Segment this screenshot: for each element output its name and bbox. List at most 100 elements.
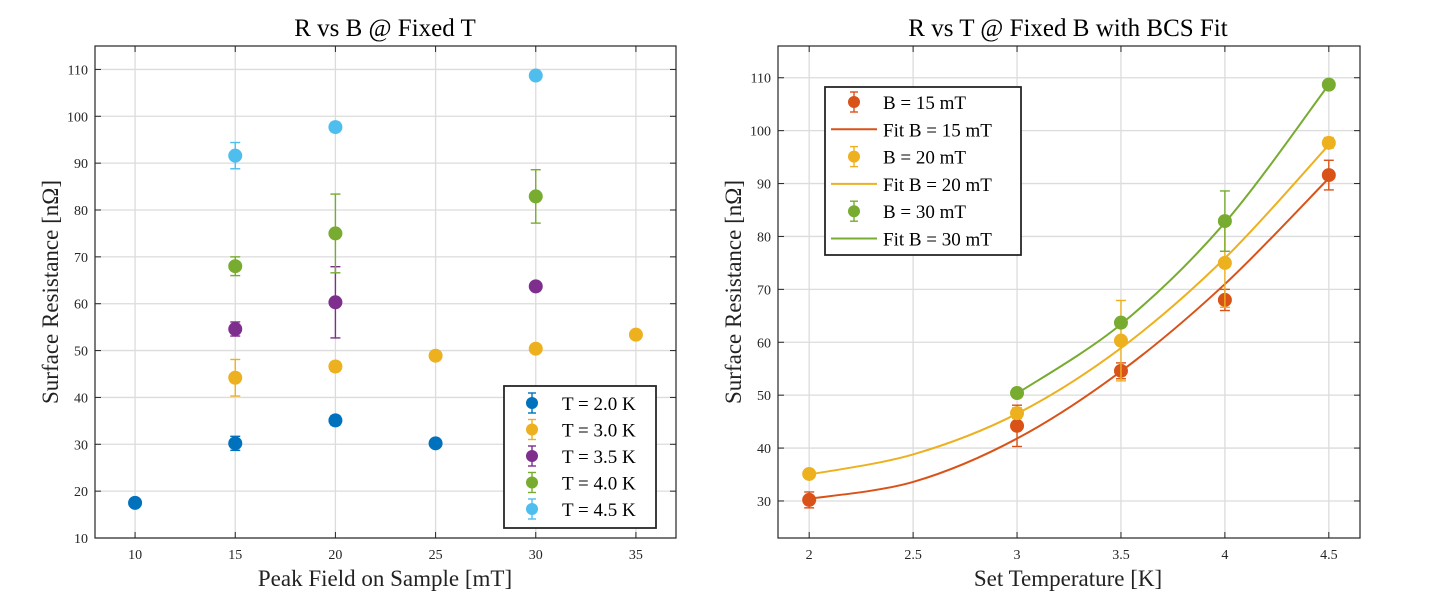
x-tick-label: 35 — [629, 548, 643, 563]
data-point — [328, 295, 343, 310]
data-series — [228, 265, 543, 339]
chart-right-title: R vs T @ Fixed B with BCS Fit — [908, 15, 1227, 42]
legend-point — [526, 476, 538, 489]
chart-left-ylabel: Surface Resistance [nΩ] — [38, 180, 63, 404]
y-tick-label: 10 — [74, 532, 88, 547]
data-point — [128, 495, 143, 510]
y-tick-label: 70 — [74, 251, 88, 266]
data-point — [228, 322, 243, 337]
legend-label: B = 20 mT — [883, 148, 966, 169]
x-tick-label: 20 — [328, 548, 342, 563]
data-series — [228, 68, 543, 170]
legend-label: T = 4.0 K — [562, 474, 636, 495]
y-tick-label: 90 — [74, 157, 88, 172]
data-series — [228, 169, 543, 277]
chart-left-legend: T = 2.0 K T = 3.0 K T = 3.5 K T = 4.0 K T = … — [503, 385, 657, 529]
legend-label: T = 4.5 K — [562, 500, 636, 521]
x-tick-label: 25 — [429, 548, 443, 563]
legend-label: T = 3.5 K — [562, 447, 636, 468]
data-series — [228, 327, 643, 397]
y-tick-label: 50 — [74, 345, 88, 360]
legend-point — [526, 450, 538, 462]
legend-label: B = 30 mT — [883, 202, 966, 223]
y-tick-label: 100 — [67, 110, 88, 125]
data-point — [228, 148, 243, 163]
x-tick-label: 2.5 — [904, 548, 922, 563]
y-tick-label: 20 — [74, 485, 88, 500]
legend-point — [526, 397, 538, 409]
legend-label: T = 3.0 K — [562, 421, 636, 442]
y-tick-label: 110 — [751, 72, 771, 87]
data-point — [802, 492, 817, 507]
y-tick-label: 40 — [74, 391, 88, 406]
data-point — [1010, 406, 1025, 421]
legend-marker — [526, 471, 538, 494]
chart-left: R vs B @ Fixed T 10 15 20 25 30 35 10 20 30 40 50 6… — [38, 15, 677, 591]
legend-marker — [526, 445, 538, 467]
legend-point — [526, 503, 538, 515]
data-point — [328, 120, 343, 135]
chart-right-series — [802, 77, 1336, 509]
chart-left-series — [128, 68, 643, 510]
y-tick-label: 80 — [74, 204, 88, 219]
x-tick-label: 15 — [228, 548, 242, 563]
legend-point — [848, 205, 860, 218]
y-tick-label: 50 — [757, 389, 771, 404]
chart-left-xlabel: Peak Field on Sample [mT] — [258, 566, 512, 591]
chart-right-ylabel: Surface Resistance [nΩ] — [721, 180, 746, 404]
data-point — [1321, 135, 1336, 150]
y-tick-label: 60 — [757, 336, 771, 351]
data-point — [428, 436, 443, 451]
chart-left-grid — [95, 46, 676, 539]
x-tick-label: 3.5 — [1112, 548, 1130, 563]
data-point — [528, 341, 543, 356]
x-tick-label: 30 — [529, 548, 543, 563]
y-tick-label: 60 — [74, 298, 88, 313]
chart-left-ticks: 10 15 20 25 30 35 10 20 30 40 50 60 70 80 90 100 110 — [67, 46, 676, 563]
fit-curve — [808, 144, 1330, 476]
y-tick-label: 90 — [757, 178, 771, 193]
legend-point — [526, 423, 538, 436]
data-point — [528, 279, 543, 294]
data-point — [1321, 168, 1336, 183]
legend-marker — [526, 392, 538, 414]
x-tick-label: 4.5 — [1320, 548, 1338, 563]
data-point — [1217, 255, 1232, 270]
x-tick-label: 3 — [1014, 548, 1021, 563]
y-tick-label: 30 — [757, 495, 771, 510]
chart-right-fit-curves — [808, 84, 1330, 500]
legend-label: Fit B = 30 mT — [883, 230, 992, 251]
data-series — [802, 159, 1336, 509]
y-tick-label: 80 — [757, 230, 771, 245]
y-tick-label: 100 — [750, 125, 771, 140]
data-point — [1010, 418, 1025, 433]
data-point — [1113, 315, 1128, 330]
legend-marker — [526, 418, 538, 441]
data-point — [428, 348, 443, 363]
legend-point — [848, 96, 860, 108]
legend-box — [824, 86, 1022, 256]
data-point — [802, 466, 817, 481]
legend-label: Fit B = 20 mT — [883, 175, 992, 196]
chart-right-xlabel: Set Temperature [K] — [974, 566, 1162, 591]
chart-left-title: R vs B @ Fixed T — [294, 15, 476, 42]
data-point — [528, 189, 543, 204]
fit-curve — [809, 177, 1330, 500]
data-point — [328, 413, 343, 428]
fit-curve — [1016, 84, 1330, 395]
data-point — [228, 259, 243, 274]
chart-right-frame — [777, 45, 1361, 539]
data-point — [628, 327, 643, 342]
legend-point — [848, 150, 860, 163]
chart-right-ticks: 2 2.5 3 3.5 4 4.5 30 40 50 60 70 80 90 100 110 — [750, 46, 1360, 563]
data-point — [1010, 386, 1025, 401]
chart-right: R vs T @ Fixed B with BCS Fit 2 2.5 3 3.5 4 4… — [721, 15, 1361, 591]
data-series — [128, 413, 443, 510]
legend-marker — [848, 91, 860, 113]
data-point — [328, 359, 343, 374]
legend-label: T = 2.0 K — [562, 394, 636, 415]
data-point — [1113, 333, 1128, 348]
x-tick-label: 10 — [128, 548, 142, 563]
y-tick-label: 30 — [74, 438, 88, 453]
